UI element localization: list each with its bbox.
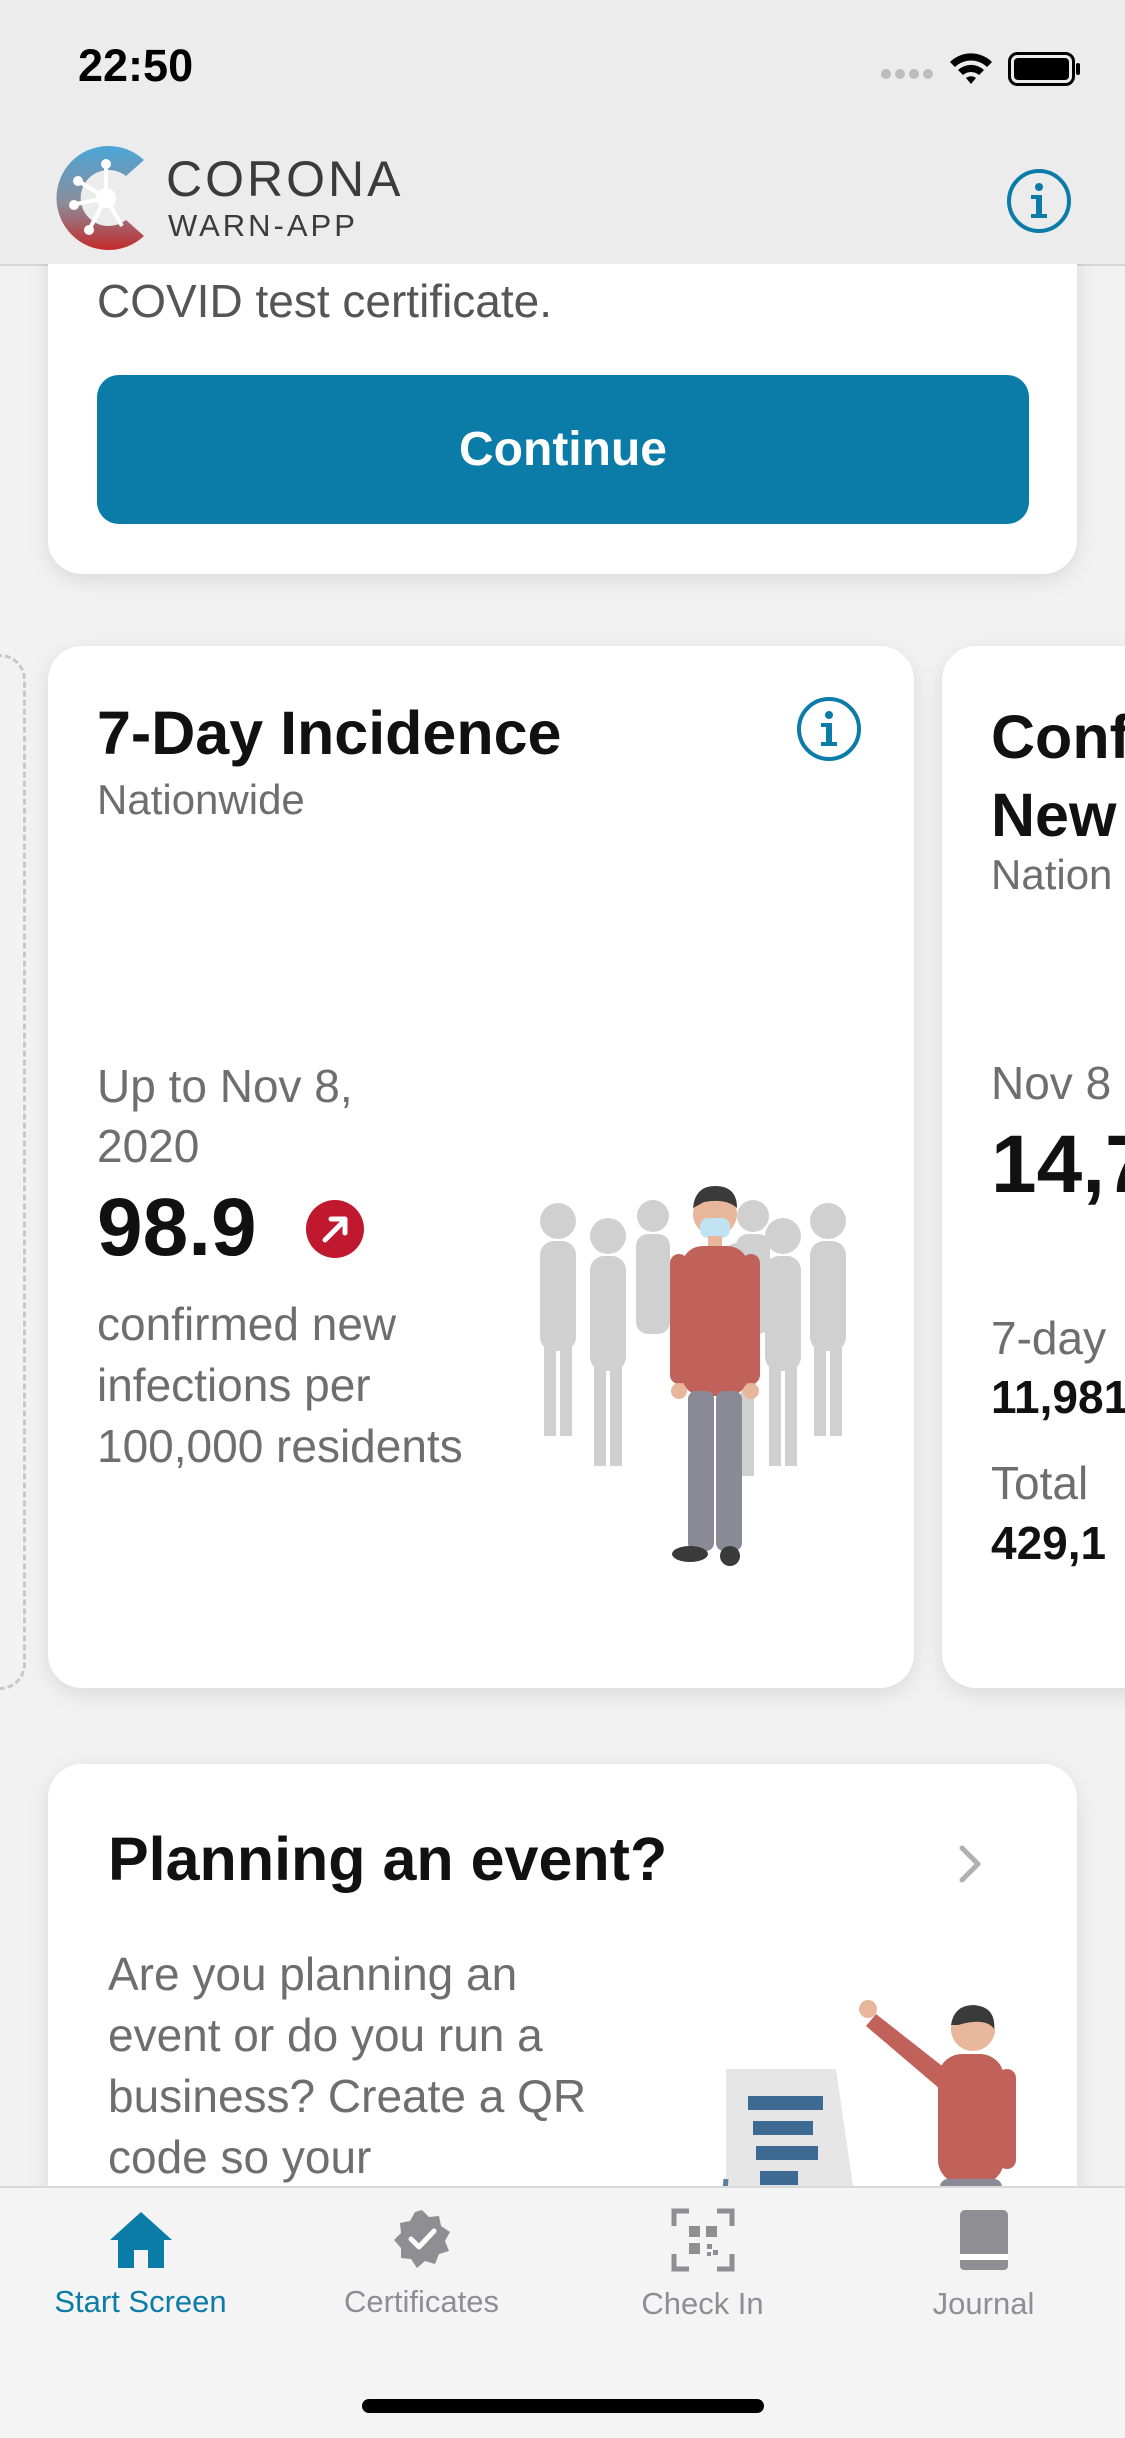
status-bar: 22:50 — [0, 0, 1125, 130]
cellular-signal-icon — [881, 69, 933, 79]
navigation-bar: CORONA WARN-APP — [0, 130, 1125, 266]
qr-scan-icon — [671, 2208, 734, 2272]
event-card-title: Planning an event? — [108, 1825, 668, 1893]
new-infections-title: Conf New — [991, 703, 1125, 849]
seven-day-label: 7-day — [991, 1312, 1107, 1364]
tab-label: Journal — [932, 2286, 1035, 2321]
total-label: Total — [991, 1457, 1089, 1509]
trend-up-arrow-icon — [306, 1200, 364, 1258]
new-infections-date: Nov 8 — [991, 1057, 1112, 1109]
certificate-text: COVID test certificate. — [97, 275, 553, 327]
home-indicator[interactable] — [362, 2399, 764, 2413]
masked-person-crowd-illustration — [540, 1186, 846, 1566]
tab-certificates[interactable]: Certificates — [281, 2208, 562, 2320]
certificate-badge-icon — [393, 2210, 450, 2268]
info-icon[interactable] — [1006, 168, 1072, 234]
incidence-description: confirmed new infections per 100,000 res… — [97, 1298, 463, 1472]
brand-title: CORONA — [166, 151, 404, 207]
home-icon — [109, 2212, 172, 2268]
incidence-subtitle: Nationwide — [97, 776, 305, 823]
new-infections-subtitle: Nation — [991, 851, 1113, 898]
continue-button[interactable]: Continue — [97, 375, 1029, 524]
total-value: 429,1 — [991, 1517, 1107, 1569]
wifi-icon — [950, 53, 992, 84]
corona-warn-app-logo — [56, 146, 144, 250]
previous-statistics-card-placeholder — [0, 654, 26, 1690]
new-infections-card[interactable]: Conf New Nation Nov 8 14,7 7-day 11,981 … — [942, 646, 1125, 1688]
certificate-card: COVID test certificate. Continue — [48, 264, 1077, 574]
event-card-description: Are you planning an event or do you run … — [108, 1948, 587, 2183]
event-presenter-illustration — [722, 2000, 1016, 2186]
tab-check-in[interactable]: Check In — [562, 2208, 843, 2322]
battery-icon — [1008, 52, 1080, 86]
new-infections-value: 14,7 — [991, 1119, 1125, 1210]
tab-bar: Start Screen Certificates Check In — [0, 2186, 1125, 2438]
event-planning-card[interactable]: Planning an event? Are you planning an e… — [48, 1764, 1077, 2186]
incidence-date: Up to Nov 8, 2020 — [97, 1060, 353, 1172]
book-icon — [959, 2210, 1008, 2270]
incidence-value: 98.9 — [97, 1182, 257, 1273]
tab-start-screen[interactable]: Start Screen — [0, 2208, 281, 2320]
home-content[interactable]: COVID test certificate. Continue 7-Day I… — [0, 264, 1125, 2186]
status-time: 22:50 — [78, 40, 194, 91]
brand-subtitle: WARN-APP — [168, 208, 358, 243]
incidence-title: 7-Day Incidence — [97, 699, 562, 767]
incidence-card[interactable]: 7-Day Incidence Nationwide Up to Nov 8, … — [48, 646, 914, 1688]
info-icon[interactable] — [796, 696, 862, 762]
chevron-right-icon[interactable] — [958, 1844, 982, 1884]
tab-label: Start Screen — [54, 2284, 227, 2319]
tab-journal[interactable]: Journal — [843, 2208, 1124, 2322]
seven-day-value: 11,981 — [991, 1371, 1125, 1423]
tab-label: Certificates — [343, 2284, 500, 2319]
tab-label: Check In — [641, 2286, 764, 2321]
